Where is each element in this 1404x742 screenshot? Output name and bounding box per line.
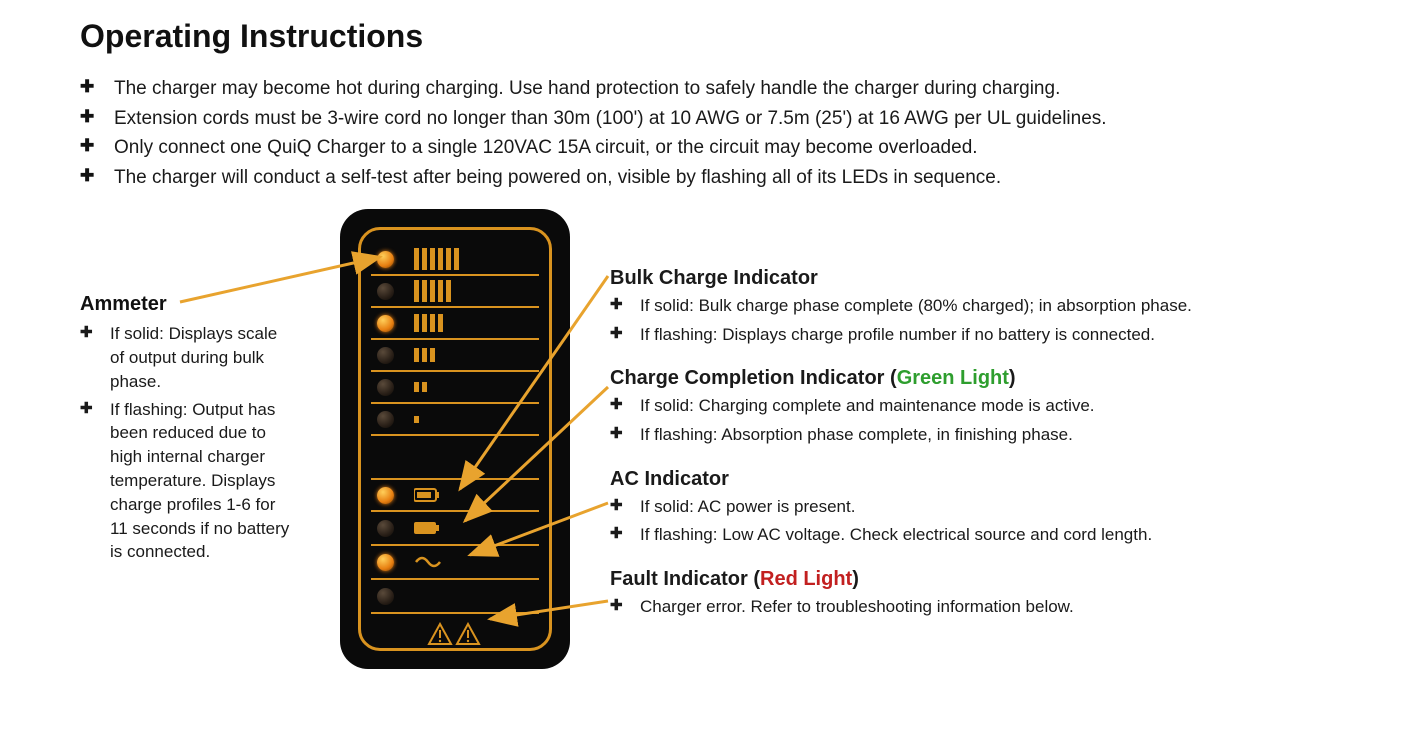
led-icon xyxy=(377,283,394,300)
charger-panel xyxy=(340,209,570,669)
led-icon xyxy=(377,487,394,504)
ammeter-row xyxy=(371,404,539,436)
top-bullet: The charger will conduct a self-test aft… xyxy=(80,164,1324,192)
fault-note: Charger error. Refer to troubleshooting … xyxy=(610,595,1310,620)
led-icon xyxy=(377,347,394,364)
complete-heading: Charge Completion Indicator (Green Light… xyxy=(610,367,1310,390)
top-bullet: Extension cords must be 3-wire cord no l… xyxy=(80,105,1324,133)
ammeter-section: Ammeter If solid: Displays scale of outp… xyxy=(80,293,290,568)
status-row-ac xyxy=(371,546,539,580)
ac-indicator-section: AC Indicator If solid: AC power is prese… xyxy=(610,468,1310,548)
top-bullet: Only connect one QuiQ Charger to a singl… xyxy=(80,134,1324,162)
red-light-label: Red Light xyxy=(760,568,852,590)
right-column: Bulk Charge Indicator If solid: Bulk cha… xyxy=(610,267,1310,639)
top-bullets-list: The charger may become hot during chargi… xyxy=(80,75,1324,191)
ammeter-row xyxy=(371,372,539,404)
status-row-bulk xyxy=(371,478,539,512)
status-row-fault xyxy=(371,580,539,614)
ammeter-rows xyxy=(371,244,539,436)
ac-note: If flashing: Low AC voltage. Check elect… xyxy=(610,523,1310,548)
led-icon xyxy=(377,588,394,605)
ammeter-row xyxy=(371,244,539,276)
battery-full-icon xyxy=(414,520,442,536)
status-row-complete xyxy=(371,512,539,546)
led-icon xyxy=(377,520,394,537)
led-icon xyxy=(377,379,394,396)
charge-complete-section: Charge Completion Indicator (Green Light… xyxy=(610,367,1310,447)
bulk-charge-section: Bulk Charge Indicator If solid: Bulk cha… xyxy=(610,267,1310,347)
ammeter-row xyxy=(371,340,539,372)
led-icon xyxy=(377,251,394,268)
battery-80-icon xyxy=(414,487,442,503)
bulk-note: If solid: Bulk charge phase complete (80… xyxy=(610,294,1310,319)
status-rows xyxy=(371,478,539,614)
diagram-area: Ammeter If solid: Displays scale of outp… xyxy=(80,209,1324,729)
ammeter-heading: Ammeter xyxy=(80,293,290,316)
bulk-note: If flashing: Displays charge profile num… xyxy=(610,323,1310,348)
top-bullet: The charger may become hot during chargi… xyxy=(80,75,1324,103)
ammeter-note: If flashing: Output has been reduced due… xyxy=(80,398,290,565)
ammeter-row xyxy=(371,276,539,308)
complete-note: If solid: Charging complete and maintena… xyxy=(610,394,1310,419)
page-title: Operating Instructions xyxy=(80,18,1324,55)
green-light-label: Green Light xyxy=(897,367,1009,389)
fault-indicator-section: Fault Indicator (Red Light) Charger erro… xyxy=(610,568,1310,620)
led-icon xyxy=(377,554,394,571)
ammeter-note: If solid: Displays scale of output durin… xyxy=(80,322,290,393)
ac-sine-icon xyxy=(414,554,444,570)
fault-heading: Fault Indicator (Red Light) xyxy=(610,568,1310,591)
ammeter-row xyxy=(371,308,539,340)
ac-heading: AC Indicator xyxy=(610,468,1310,491)
led-icon xyxy=(377,315,394,332)
ac-note: If solid: AC power is present. xyxy=(610,495,1310,520)
warning-triangles xyxy=(371,622,539,648)
led-icon xyxy=(377,411,394,428)
bulk-heading: Bulk Charge Indicator xyxy=(610,267,1310,290)
complete-note: If flashing: Absorption phase complete, … xyxy=(610,423,1310,448)
